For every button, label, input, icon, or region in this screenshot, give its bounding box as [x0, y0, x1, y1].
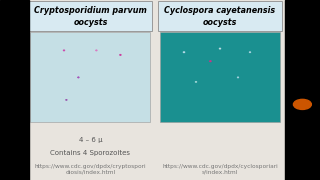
- Bar: [0, 0, 29, 180]
- Circle shape: [183, 52, 185, 53]
- Circle shape: [78, 77, 79, 78]
- FancyBboxPatch shape: [158, 1, 282, 31]
- Circle shape: [210, 61, 211, 62]
- Text: oocysts: oocysts: [203, 18, 237, 27]
- Text: 4 – 6 μ: 4 – 6 μ: [79, 137, 102, 143]
- Text: Cryptosporidium parvum: Cryptosporidium parvum: [34, 6, 147, 15]
- Bar: [160, 32, 280, 122]
- FancyBboxPatch shape: [29, 1, 152, 31]
- Circle shape: [237, 77, 238, 78]
- Text: https://www.cdc.gov/dpdx/cryptospori
diosis/index.html: https://www.cdc.gov/dpdx/cryptospori dio…: [35, 164, 146, 175]
- Text: https://www.cdc.gov/dpdx/cyclosporiari
s/index.html: https://www.cdc.gov/dpdx/cyclosporiari s…: [162, 164, 278, 175]
- Text: oocysts: oocysts: [73, 18, 108, 27]
- Circle shape: [63, 50, 65, 51]
- Bar: [30, 32, 150, 122]
- Bar: [285, 0, 320, 180]
- Circle shape: [96, 50, 97, 51]
- Text: Cyclospora cayetanensis: Cyclospora cayetanensis: [164, 6, 276, 15]
- Text: Contains 4 Sporozoites: Contains 4 Sporozoites: [50, 150, 131, 156]
- Circle shape: [293, 99, 311, 109]
